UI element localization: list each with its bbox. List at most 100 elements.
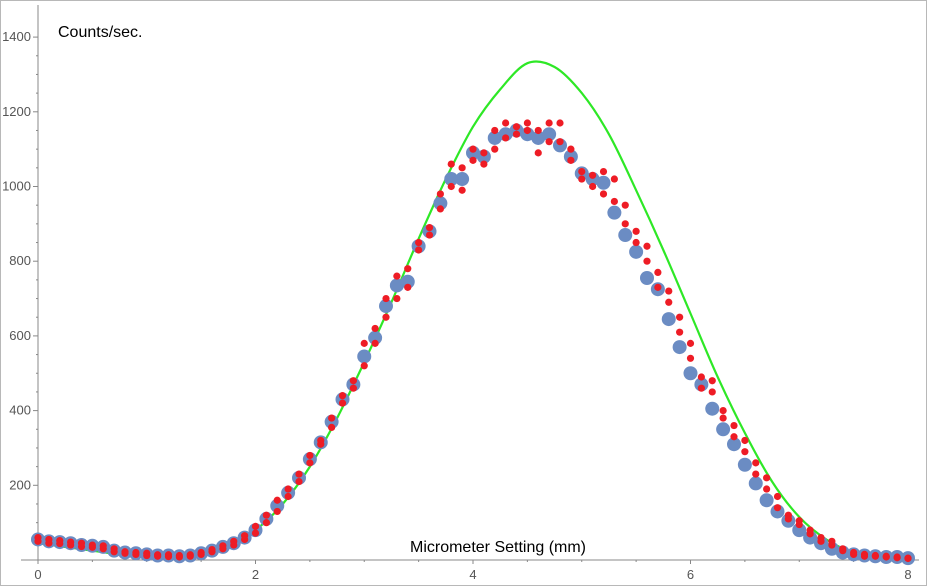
raw-data-point [338,399,347,407]
raw-data-point [447,160,455,168]
raw-data-point [534,126,542,135]
x-tick-label: 4 [469,567,476,582]
raw-data-point [752,459,760,467]
raw-data-point [708,377,716,385]
raw-data-point [741,436,749,445]
raw-data-point [534,149,542,157]
y-tick-label: 400 [9,403,31,418]
raw-data-point [404,265,412,273]
raw-data-point [306,459,314,467]
raw-data-point [730,421,738,430]
raw-data-point [697,384,705,392]
raw-data-point [186,552,194,560]
raw-data-point [349,384,357,392]
mean-data-point [629,244,644,259]
raw-data-point [121,549,129,557]
raw-data-point [415,246,423,254]
mean-data-point [607,205,622,220]
raw-data-point [871,552,879,560]
raw-data-point [523,119,531,127]
raw-data-point [545,119,553,127]
raw-data-point [643,242,651,250]
mean-data-point [640,271,654,286]
mean-data-point [672,340,687,355]
raw-data-point [654,268,662,277]
raw-data-point [654,283,662,291]
raw-data-point [349,377,357,385]
raw-data-point [436,190,444,198]
raw-data-point [621,220,629,228]
raw-data-point [371,324,379,333]
raw-data-point [404,283,412,291]
mean-data-point [683,366,698,381]
raw-data-point [512,130,521,138]
mean-data-point [531,130,546,145]
raw-data-point [328,414,336,422]
raw-data-point [338,392,347,400]
raw-data-point [828,541,836,549]
raw-data-point [143,551,151,560]
mean-data-point [792,523,807,538]
raw-data-point [523,126,531,135]
raw-data-point [382,313,390,321]
raw-data-point [175,553,183,561]
raw-data-point [676,328,684,336]
raw-data-point [154,552,162,560]
raw-data-point [480,160,488,168]
raw-data-point [567,156,575,164]
raw-data-point [502,119,510,127]
raw-data-point [763,474,771,482]
raw-data-point [469,156,477,164]
raw-data-point [752,470,760,478]
raw-data-point [436,205,444,213]
mean-data-point [542,127,557,142]
raw-data-point [773,504,782,512]
raw-data-point [251,522,260,530]
axes: 0 2 4 6 8 200 400 600 800 1000 1200 1400 [2,5,919,582]
raw-data-point [273,507,281,516]
y-tick-label: 200 [9,477,31,492]
raw-data-point [610,175,618,183]
raw-data-point [491,126,499,135]
raw-data-point [273,496,281,504]
x-tick-label: 8 [904,567,911,582]
raw-data-point [730,433,738,441]
raw-data-point [295,470,303,478]
raw-data-point [99,545,107,553]
raw-data-point [904,554,912,563]
raw-data-point [295,477,303,486]
raw-data-point [665,298,673,306]
raw-data-point [665,287,673,295]
y-tick-label: 1000 [2,179,31,194]
raw-points-layer [34,119,912,563]
raw-data-point [197,550,205,558]
raw-data-point [360,362,368,370]
raw-data-point [850,550,858,558]
raw-data-point [545,138,553,146]
raw-data-point [382,294,390,303]
raw-data-point [458,164,466,172]
raw-data-point [578,175,586,183]
raw-data-point [610,197,618,206]
raw-data-point [425,223,434,232]
raw-data-point [763,485,771,493]
raw-data-point [262,511,270,519]
x-axis-label: Micrometer Setting (mm) [410,539,586,556]
raw-data-point [512,123,521,131]
raw-data-point [578,167,586,176]
mean-data-point [487,130,502,145]
y-tick-label: 800 [9,253,31,268]
x-tick-label: 2 [252,567,259,582]
y-tick-label: 1400 [2,29,31,44]
raw-data-point [773,492,782,501]
raw-data-point [56,539,64,548]
y-tick-label: 600 [9,328,31,343]
raw-data-point [284,492,292,501]
mean-data-point [389,278,404,293]
raw-data-point [317,440,325,448]
raw-data-point [393,294,401,303]
fit-curve-layer [37,60,909,560]
mean-data-point [596,175,611,190]
y-tick-label: 1200 [2,104,31,119]
